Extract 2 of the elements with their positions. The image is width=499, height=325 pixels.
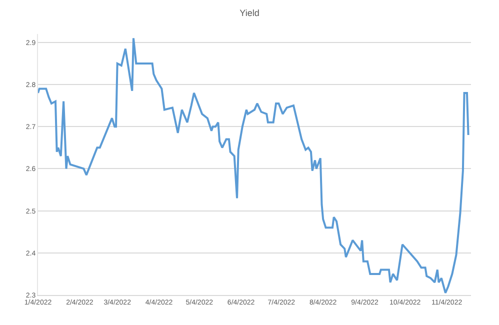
chart-title: Yield bbox=[240, 8, 260, 18]
line-series bbox=[38, 37, 470, 294]
